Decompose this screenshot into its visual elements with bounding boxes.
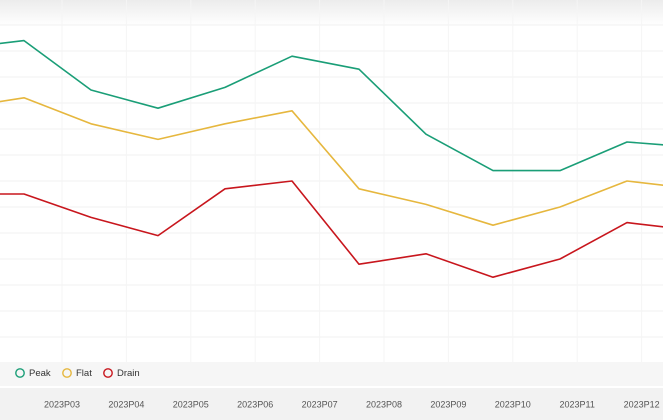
x-tick-label: 2023P09 — [430, 399, 466, 409]
legend-marker — [103, 368, 113, 378]
x-tick-label: 2023P08 — [366, 399, 402, 409]
series-line — [0, 39, 663, 172]
legend-label: Flat — [76, 368, 92, 379]
x-tick-label: 2023P04 — [108, 399, 144, 409]
x-tick-label: 2023P12 — [624, 399, 660, 409]
x-tick-label: 2023P03 — [44, 399, 80, 409]
x-tick-label: 2023P11 — [560, 399, 595, 409]
legend-marker — [62, 368, 72, 378]
legend-label: Peak — [29, 368, 51, 379]
x-tick-label: 2023P10 — [495, 399, 531, 409]
header-band — [0, 0, 663, 26]
series-line — [0, 180, 663, 279]
lines — [0, 39, 663, 279]
x-tick-label: 2023P07 — [302, 399, 338, 409]
legend: Peak Flat Drain — [15, 368, 140, 379]
axis-band — [0, 388, 663, 420]
legend-marker — [15, 368, 25, 378]
grid — [0, 24, 663, 338]
x-tick-label: 2023P05 — [173, 399, 209, 409]
legend-band — [0, 362, 663, 386]
x-tick-label: 2023P06 — [237, 399, 273, 409]
legend-label: Drain — [117, 368, 140, 379]
series-line — [0, 97, 663, 226]
x-axis: 2023P03 2023P04 2023P05 2023P06 2023P07 2023P… — [44, 399, 660, 409]
